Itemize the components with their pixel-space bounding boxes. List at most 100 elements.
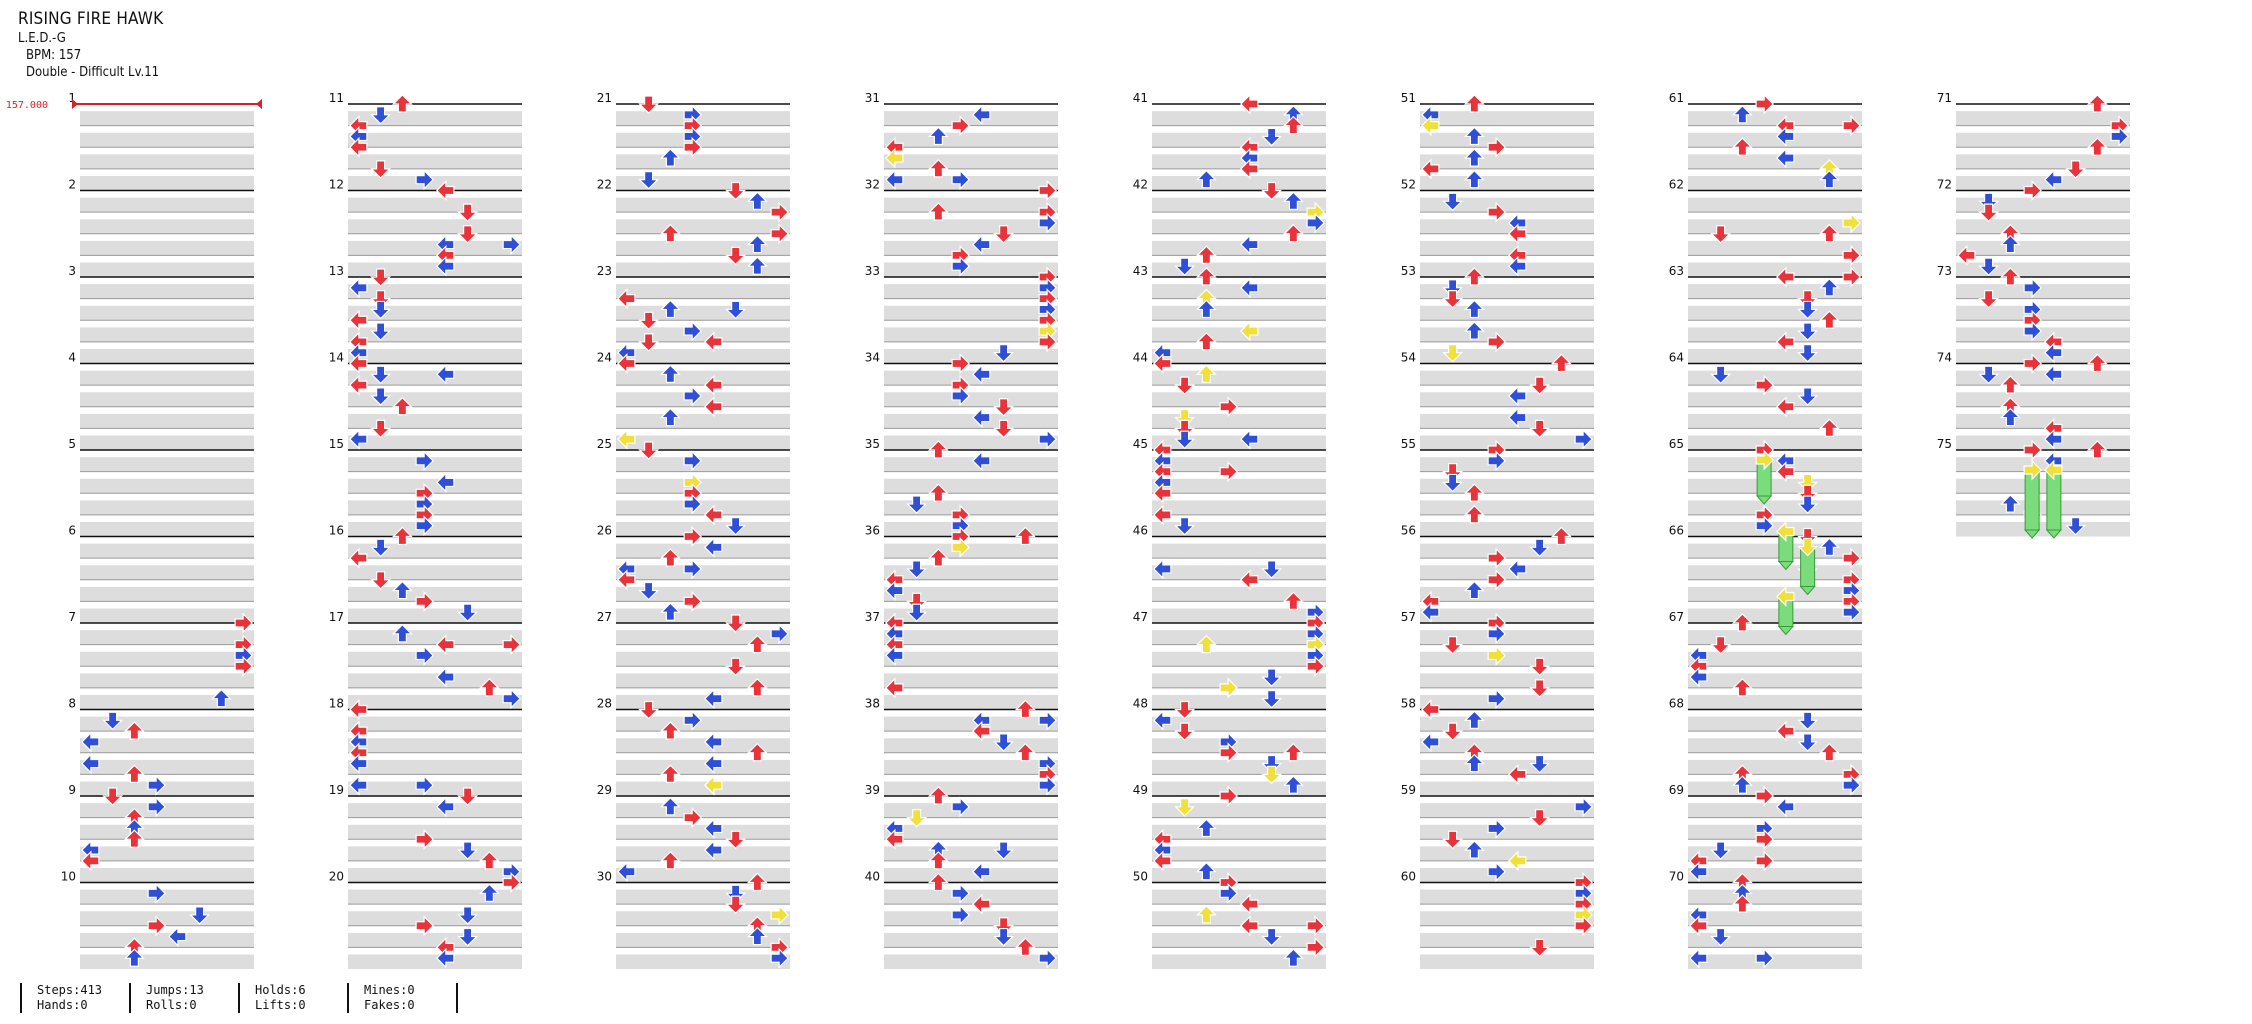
beat-band [1152, 781, 1326, 796]
up-arrow [1463, 580, 1485, 600]
beat-band [1152, 154, 1326, 169]
measure-number: 39 [865, 783, 880, 797]
measure-number: 42 [1133, 178, 1148, 192]
beat-band [1688, 824, 1862, 840]
stat-group-jumps: Jumps:13 Rolls:0 [129, 983, 238, 1013]
beat-band [80, 846, 254, 861]
beat-band [1688, 522, 1862, 537]
right-arrow [415, 515, 434, 537]
down-arrow [906, 495, 928, 514]
up-arrow [1282, 191, 1304, 210]
left-arrow [349, 353, 368, 374]
beat-band [884, 240, 1058, 256]
down-arrow [2065, 517, 2087, 536]
beat-band [1152, 500, 1326, 515]
measure-number: 60 [1401, 870, 1416, 884]
beat-band [1420, 327, 1594, 342]
measure-number: 43 [1133, 264, 1148, 278]
beat-band [884, 651, 1058, 667]
beat-band [616, 889, 790, 905]
down-arrow [1442, 473, 1464, 493]
down-arrow [102, 787, 124, 806]
down-arrow [1442, 463, 1464, 482]
right-arrow [147, 882, 166, 904]
right-arrow [1038, 428, 1057, 450]
right-arrow [1487, 450, 1506, 472]
beat-band [348, 716, 522, 732]
down-arrow [370, 538, 392, 558]
beat-band [1956, 392, 2130, 407]
up-arrow [1731, 613, 1753, 632]
measure-number: 48 [1133, 697, 1148, 711]
down-arrow [1797, 537, 1819, 557]
right-arrow [2023, 353, 2042, 374]
beat-band [348, 197, 522, 213]
left-arrow [1508, 407, 1527, 429]
down-arrow [725, 830, 747, 850]
beat-band [348, 651, 522, 667]
beat-band [616, 327, 790, 342]
down-arrow [1442, 830, 1464, 850]
beat-band [1420, 824, 1594, 840]
measure-number: 23 [597, 264, 612, 278]
right-arrow [951, 169, 970, 191]
beat-band [884, 457, 1058, 472]
down-arrow [1797, 495, 1819, 514]
right-arrow [951, 115, 970, 137]
right-arrow [502, 234, 521, 256]
beat-band [80, 868, 254, 883]
beat-band [884, 305, 1058, 321]
beat-band [884, 284, 1058, 299]
beat-band [348, 846, 522, 861]
beat-band [1152, 219, 1326, 234]
beat-band [1956, 457, 2130, 472]
up-arrow [927, 786, 949, 805]
beat-band [80, 370, 254, 386]
beat-band [884, 262, 1058, 277]
beat-band [1688, 759, 1862, 775]
beat-band [884, 349, 1058, 364]
up-arrow [210, 688, 232, 708]
right-arrow [1219, 396, 1238, 418]
measure-number: 61 [1669, 91, 1684, 105]
measure-number: 62 [1669, 178, 1684, 192]
beat-band [1152, 284, 1326, 299]
bpm-marker-label: 157.000 [6, 100, 48, 111]
right-arrow [683, 450, 702, 472]
measure-number: 69 [1669, 783, 1684, 797]
beat-band [1688, 197, 1862, 213]
right-arrow [1487, 644, 1506, 666]
up-arrow [1818, 418, 1840, 437]
left-arrow [1153, 709, 1172, 731]
beat-band [616, 262, 790, 277]
beat-band [616, 132, 790, 148]
beat-band [348, 327, 522, 342]
right-arrow [1219, 742, 1238, 764]
left-arrow [349, 428, 368, 450]
left-arrow [1240, 320, 1259, 342]
left-arrow [1776, 521, 1795, 542]
measure-number: 63 [1669, 264, 1684, 278]
beat-band [80, 457, 254, 472]
up-arrow [1195, 332, 1217, 351]
beat-band [80, 803, 254, 818]
left-arrow [1689, 947, 1708, 969]
down-arrow [1978, 365, 2000, 385]
beat-band [1420, 586, 1594, 602]
up-arrow [391, 526, 413, 546]
right-arrow [770, 223, 789, 245]
left-arrow [2044, 169, 2063, 191]
down-arrow [1442, 290, 1464, 309]
beat-band [616, 154, 790, 169]
stats-bar: Steps:413 Hands:0 Jumps:13 Rolls:0 Holds… [20, 983, 458, 1017]
beat-band [884, 522, 1058, 537]
up-arrow [123, 721, 145, 740]
beat-band [616, 954, 790, 969]
beat-band [884, 889, 1058, 905]
left-arrow [1421, 731, 1440, 753]
up-arrow [746, 742, 768, 762]
right-arrow [2110, 125, 2129, 147]
beat-band [80, 413, 254, 429]
beat-band [348, 392, 522, 407]
right-arrow [770, 904, 789, 926]
